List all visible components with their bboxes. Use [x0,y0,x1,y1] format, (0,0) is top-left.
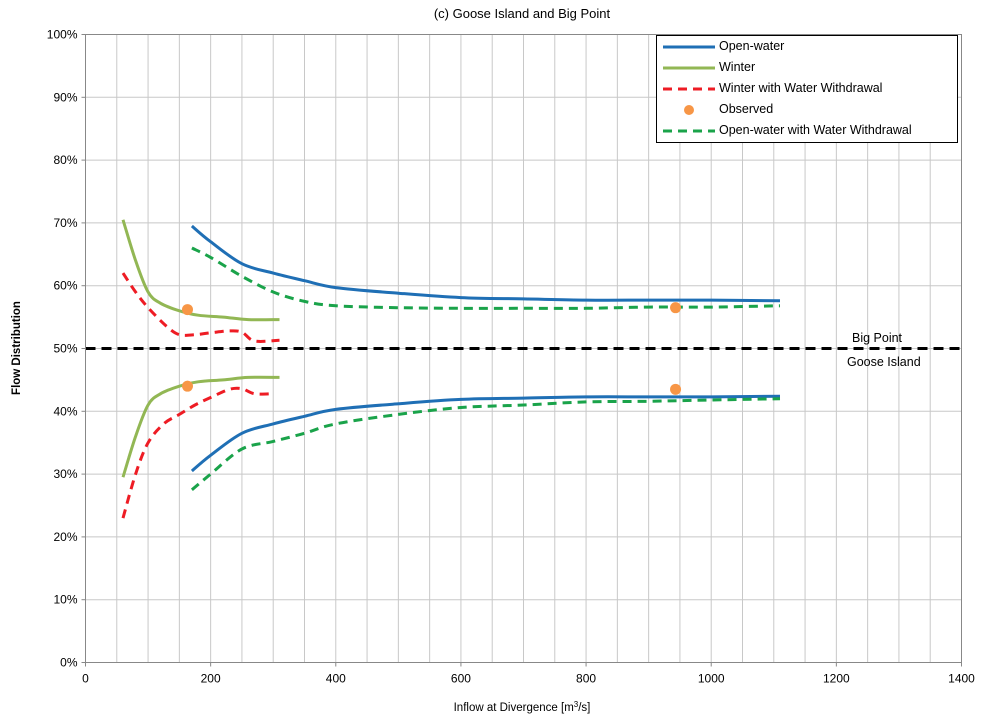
observed-point [181,304,193,316]
series-lines [121,219,781,519]
x-tick-label: 200 [201,672,221,686]
legend-swatch-winter [663,66,715,70]
x-tick-label: 0 [82,672,89,686]
legend: Open-water Winter Winter with Water With… [656,35,958,143]
y-tick-label: 90% [53,90,77,104]
x-tick-label: 1000 [698,672,725,686]
y-tick-labels: 0% 10% 20% 30% 40% 50% 60% 70% 80% 90% 100% [47,28,86,670]
legend-label-observed: Observed [719,102,774,116]
y-tick-label: 0% [60,656,78,670]
y-tick-label: 100% [47,28,78,42]
x-tick-label: 600 [451,672,471,686]
y-tick-label: 30% [53,467,77,481]
legend-item-winter: Winter [657,59,957,77]
y-tick-label: 70% [53,216,77,230]
x-axis-label-sup: 3 [574,700,579,709]
legend-item-open-water-withdrawal: Open-water with Water Withdrawal [657,122,957,140]
observed-point [181,380,193,392]
observed-points [181,302,682,395]
y-tick-label: 20% [53,530,77,544]
chart-title: (c) Goose Island and Big Point [434,6,611,21]
y-tick-label: 40% [53,404,77,418]
series-line-winter-with-water-withdrawal [121,386,274,519]
x-axis-label-tail: /s] [578,702,590,714]
x-axis-label: Inflow at Divergence [m3/s] [454,700,591,714]
x-tick-label: 400 [326,672,346,686]
legend-label-open-water-withdrawal: Open-water with Water Withdrawal [719,123,912,137]
legend-label-open-water: Open-water [719,39,785,53]
x-tick-label: 1400 [948,672,975,686]
observed-point [670,383,682,395]
series-line-open-water [190,224,781,303]
x-axis-label-main: Inflow at Divergence [m [454,702,574,714]
legend-swatch-observed [684,105,694,115]
y-tick-label: 80% [53,153,77,167]
y-tick-label: 60% [53,279,77,293]
annotation-big-point: Big Point [852,331,903,345]
series-line-winter [121,219,280,322]
legend-swatch-open-water-withdrawal [663,129,715,133]
legend-label-winter-withdrawal: Winter with Water Withdrawal [719,81,883,95]
series-line-open-water-with-water-withdrawal [190,397,781,491]
series-line-open-water [190,394,781,473]
y-tick-label: 10% [53,593,77,607]
legend-swatch-open-water [663,45,715,49]
series-line-winter-with-water-withdrawal [121,272,280,343]
y-tick-label: 50% [53,342,77,356]
x-tick-label: 1200 [823,672,850,686]
legend-item-open-water: Open-water [657,38,957,56]
x-tick-labels: 0 200 400 600 800 1000 1200 1400 [82,662,975,686]
observed-point [670,302,682,314]
series-line-open-water-with-water-withdrawal [191,246,781,310]
y-axis-label: Flow Distribution [11,301,23,395]
legend-item-winter-withdrawal: Winter with Water Withdrawal [657,80,957,98]
legend-item-observed: Observed [657,101,957,119]
x-tick-label: 800 [576,672,596,686]
series-line-winter [121,375,280,478]
legend-label-winter: Winter [719,60,756,74]
annotation-goose-island: Goose Island [847,355,921,369]
legend-swatch-winter-withdrawal [663,87,715,91]
